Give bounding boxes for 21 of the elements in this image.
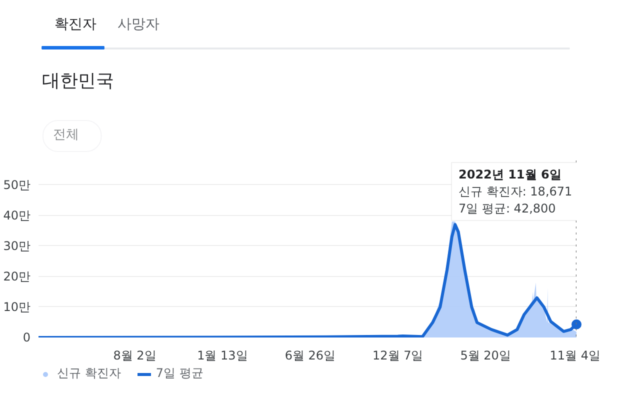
chart-title: 대한민국 — [42, 70, 114, 92]
annotation: 7일 평균: 42,800 — [458, 202, 556, 216]
text: 사망자 — [117, 16, 160, 32]
y-tick-label: 30만 — [3, 238, 31, 253]
x-tick-label: 12월 7일 — [372, 348, 424, 362]
x-tick-label: 1월 13일 — [197, 348, 248, 362]
y-tick-label: 20만 — [3, 269, 31, 284]
annotation: 2022년 11월 6일 — [458, 168, 562, 182]
y-tick-label: 50만 — [3, 178, 31, 192]
y-tick-label: 10만 — [3, 300, 31, 314]
x-tick-label: 11월 4일 — [550, 348, 600, 362]
x-tick-label: 8월 2일 — [113, 348, 156, 362]
x-tick-label: 5월 20일 — [460, 348, 511, 362]
chart-subtitle: 전체 — [52, 128, 79, 142]
legend-label: 신규 확진자 — [57, 365, 121, 382]
text: 확진자 — [54, 16, 97, 32]
y-tick-label: 40만 — [3, 208, 31, 222]
y-tick-label: 0 — [22, 330, 31, 344]
x-tick-label: 6월 26일 — [284, 348, 336, 362]
legend-label: 7일 평균 — [156, 365, 204, 382]
annotation: 신규 확진자: 18,671 — [458, 184, 572, 198]
